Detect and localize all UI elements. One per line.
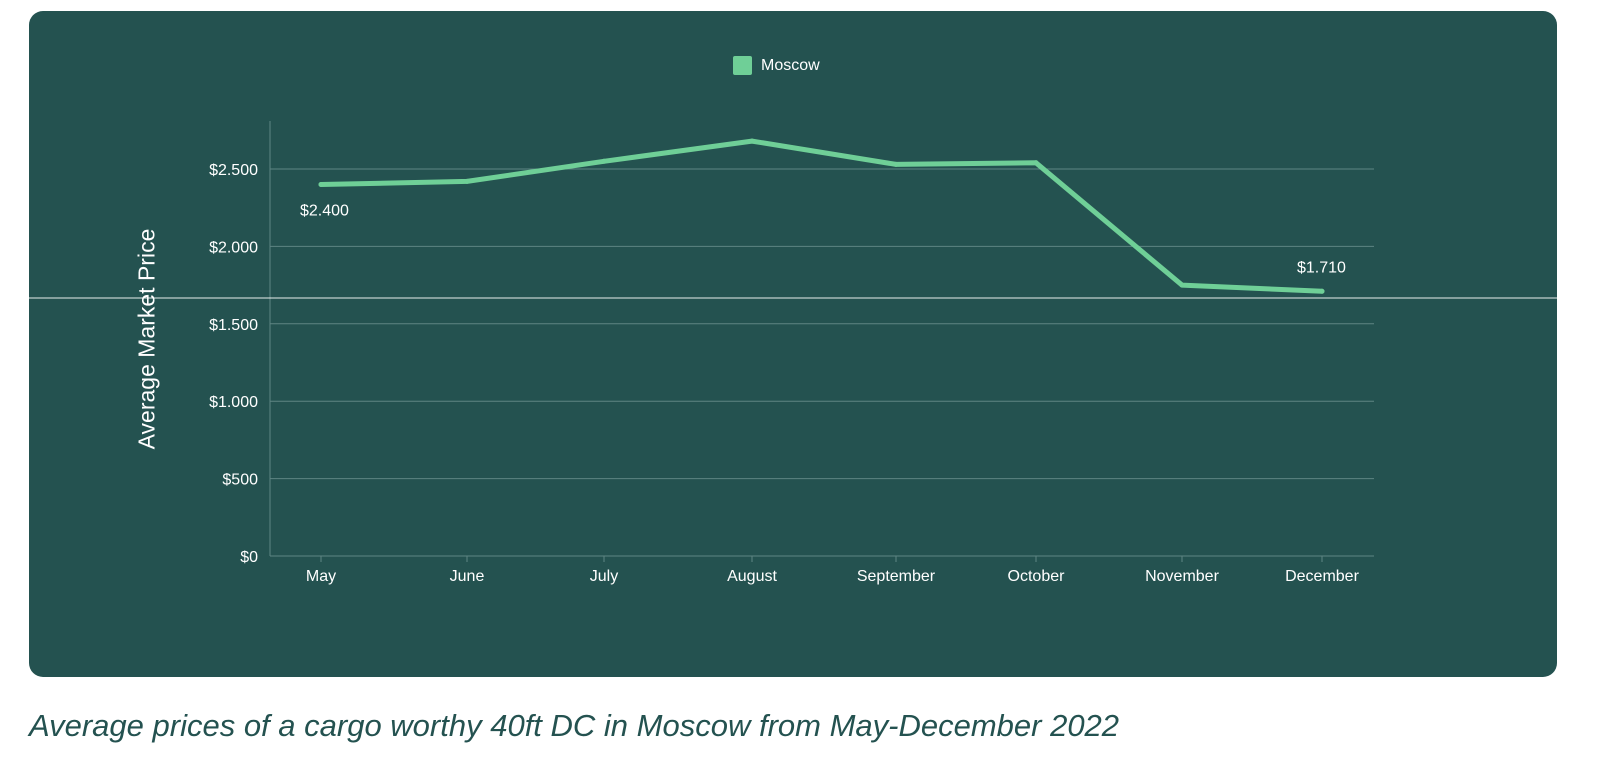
data-point-may [318, 181, 324, 187]
y-tick-label-5: $2.500 [209, 162, 258, 179]
data-label-may: $2.400 [300, 202, 349, 219]
x-tick-label-july: July [590, 568, 618, 585]
data-point-august [749, 138, 755, 144]
y-axis-title: Average Market Price [133, 228, 160, 450]
y-tick-label-1: $500 [222, 472, 258, 489]
x-tick-label-may: May [306, 568, 336, 585]
x-tick-label-october: October [1008, 568, 1066, 585]
data-point-december [1319, 288, 1325, 294]
x-tick-label-september: September [857, 568, 936, 585]
line-chart: $0 $500 $1.000 $1.500 $2.000 $2.500 May June Jul… [29, 121, 1557, 585]
y-tick-label-4: $2.000 [209, 239, 258, 256]
data-point-october [1033, 160, 1039, 166]
y-tick-label-0: $0 [240, 549, 258, 566]
x-tick-label-november: November [1145, 568, 1219, 585]
data-point-june [464, 178, 470, 184]
data-label-december: $1.710 [1297, 259, 1346, 276]
chart-card: $0 $500 $1.000 $1.500 $2.000 $2.500 May June Jul… [29, 11, 1557, 677]
series-line-moscow [318, 138, 1325, 294]
x-tick-label-june: June [450, 568, 485, 585]
legend-swatch-moscow [733, 56, 752, 75]
data-point-july [601, 158, 607, 164]
x-tick-label-august: August [727, 568, 777, 585]
figure-caption: Average prices of a cargo worthy 40ft DC… [29, 708, 1120, 743]
y-tick-label-3: $1.500 [209, 317, 258, 334]
x-tick-label-december: December [1285, 568, 1359, 585]
legend: Moscow [733, 56, 820, 75]
y-tick-label-2: $1.000 [209, 394, 258, 411]
legend-label-moscow: Moscow [761, 56, 820, 74]
data-point-november [1179, 282, 1185, 288]
data-point-september [893, 161, 899, 167]
